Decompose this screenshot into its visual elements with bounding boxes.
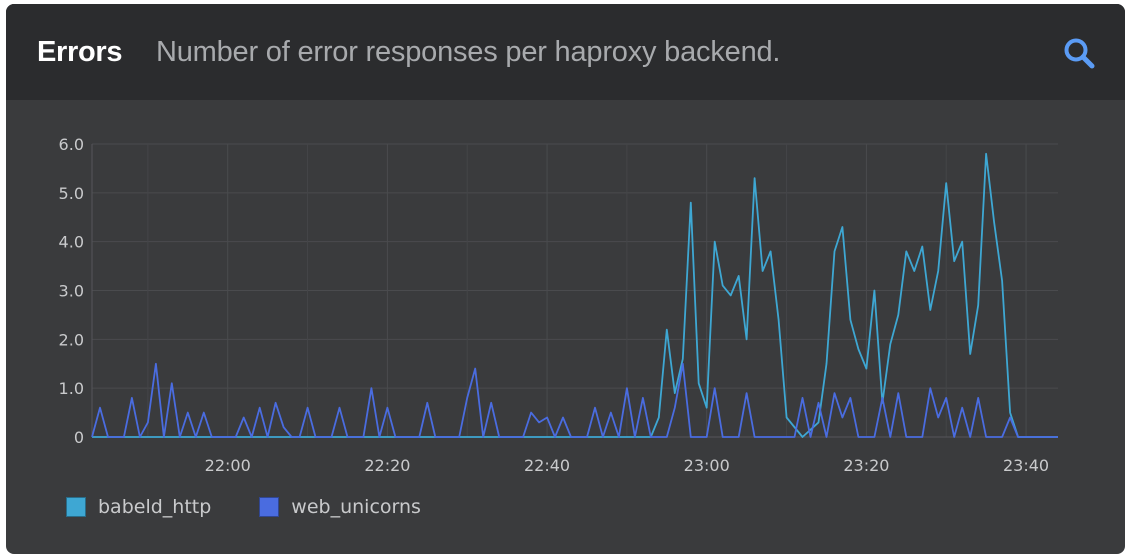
x-tick-label: 23:20: [843, 456, 889, 475]
legend-item-web-unicorns[interactable]: web_unicorns: [259, 496, 421, 518]
y-tick-label: 4.0: [59, 233, 84, 252]
legend-swatch-babeld-http: [66, 497, 86, 517]
error-chart: 0 1.0 2.0 3.0 4.0 5.0 6.0 22:00 22:20 22:40 23:00 2…: [59, 135, 1058, 475]
errors-panel: Errors Number of error responses per hap…: [6, 4, 1125, 554]
legend-swatch-web-unicorns: [259, 497, 280, 517]
legend-label-web-unicorns: web_unicorns: [291, 496, 421, 518]
panel-header: Errors Number of error responses per hap…: [6, 4, 1125, 100]
series-line-babeld-http: [92, 152, 1058, 438]
panel-title: Errors: [37, 36, 123, 68]
legend-label-babeld-http: babeld_http: [98, 496, 212, 518]
y-tick-label: 0: [74, 428, 84, 447]
x-tick-label: 22:20: [364, 456, 410, 475]
y-tick-label: 3.0: [59, 282, 84, 301]
x-tick-label: 22:40: [524, 456, 570, 475]
y-tick-label: 1.0: [59, 379, 84, 398]
legend-item-babeld-http[interactable]: babeld_http: [66, 496, 211, 518]
search-icon[interactable]: [1061, 35, 1099, 73]
y-tick-label: 2.0: [59, 330, 84, 349]
y-tick-label: 5.0: [59, 184, 84, 203]
panel-subtitle: Number of error responses per haproxy ba…: [156, 36, 781, 68]
series-line-web-unicorns: [91, 362, 1058, 438]
x-tick-label: 23:00: [684, 456, 730, 475]
y-tick-label: 6.0: [59, 135, 84, 154]
x-tick-label: 22:00: [205, 456, 251, 475]
x-tick-label: 23:40: [1003, 456, 1049, 475]
legend: babeld_http web_unicorns: [66, 493, 469, 521]
